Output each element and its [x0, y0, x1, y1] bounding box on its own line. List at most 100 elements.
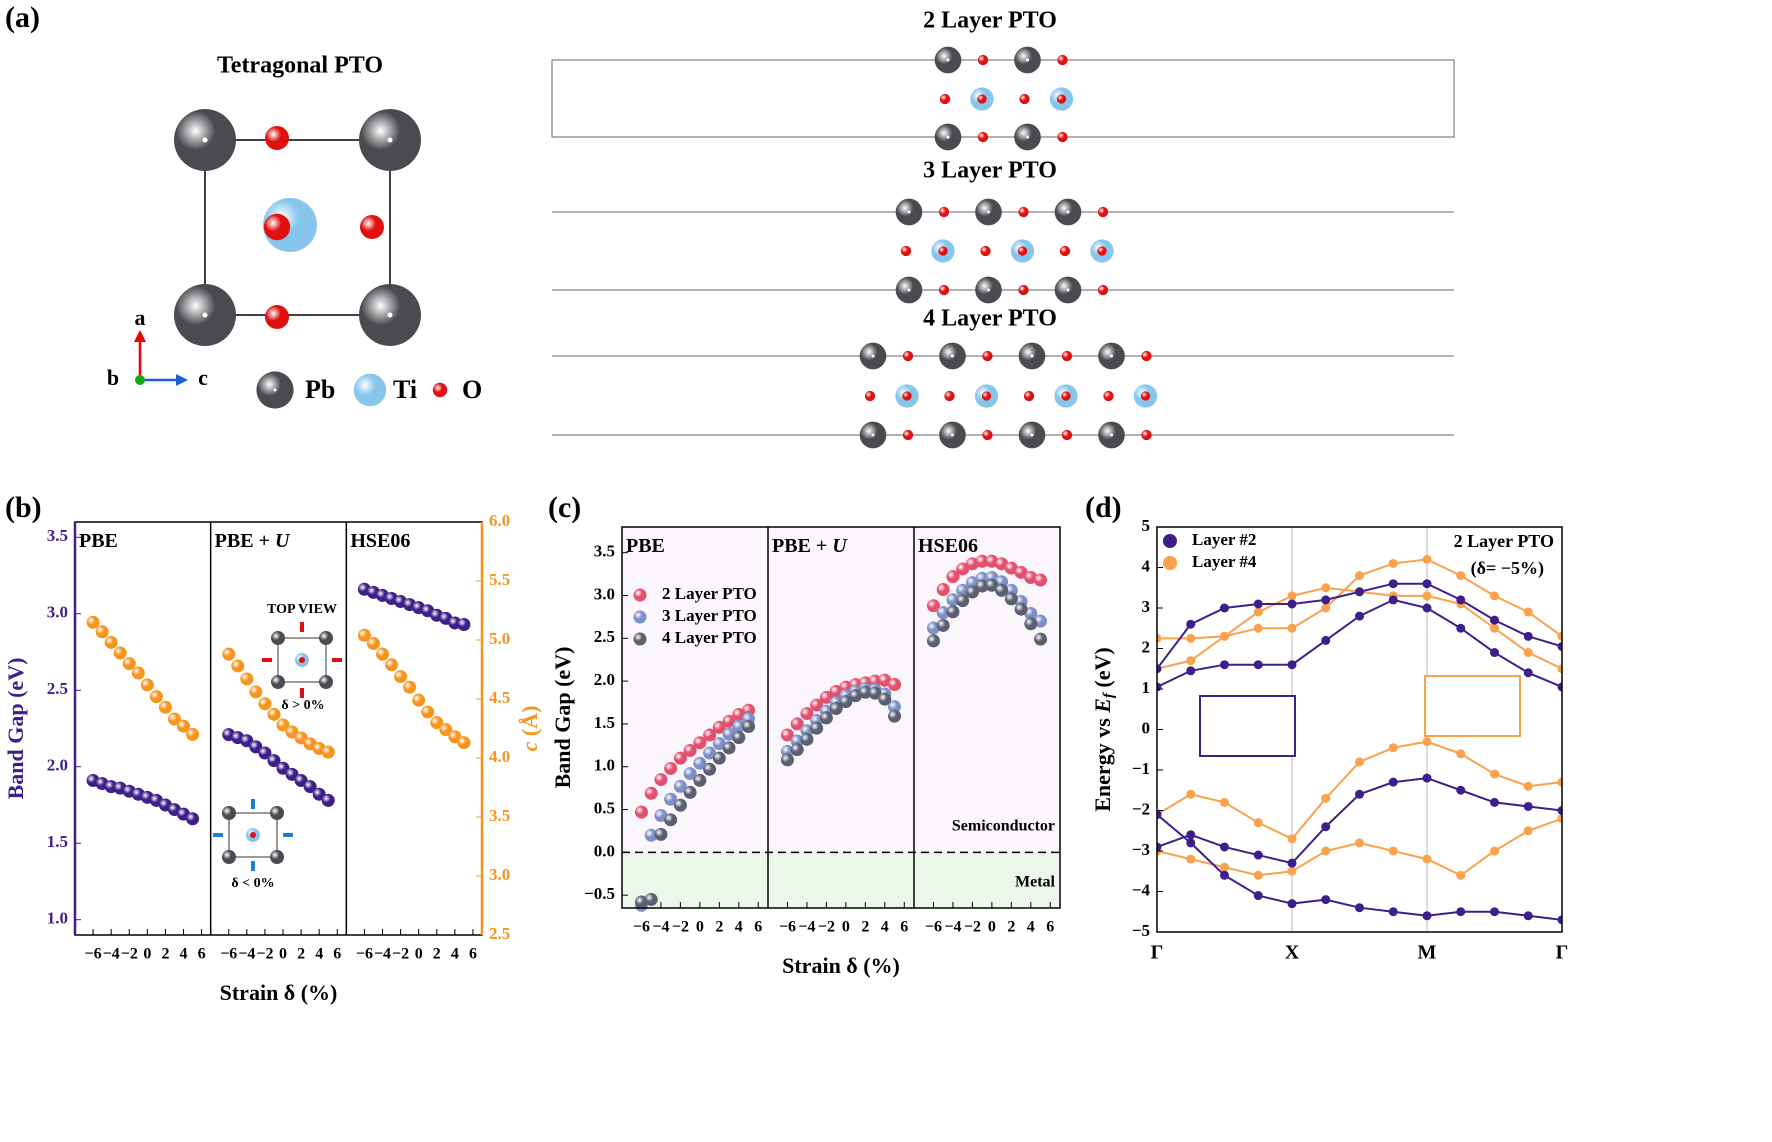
data-point: [703, 762, 717, 776]
band-point: [1321, 603, 1331, 613]
atom-o: [1103, 390, 1114, 402]
y-axis-label: Energy vs Ef (eV): [1090, 647, 1117, 812]
data-point: [722, 714, 736, 728]
subplot-title-text: PBE: [79, 530, 118, 552]
data-point: [122, 657, 136, 671]
atom-o: [980, 245, 991, 257]
y-tick-label: 5: [1142, 516, 1151, 535]
y-tick-label: 2.5: [594, 627, 615, 646]
annotation: Semiconductor: [952, 818, 1055, 835]
data-point: [936, 583, 950, 597]
subplot-title-text: HSE06: [350, 530, 410, 552]
data-point: [1034, 573, 1048, 587]
data-point: [222, 647, 236, 661]
inset-atom: [271, 631, 285, 645]
x-tick-label: −2: [672, 919, 689, 936]
data-point: [810, 698, 824, 712]
data-point: [634, 895, 648, 909]
inset-box: [1199, 695, 1296, 757]
atom-ti: [353, 373, 387, 407]
x-tick-label: −6: [220, 946, 237, 963]
y-tick-label: −3: [1132, 840, 1150, 859]
x-tick-label: −6: [633, 919, 650, 936]
data-point: [732, 731, 746, 745]
band-point: [1422, 591, 1432, 601]
x-tick-label: 0: [842, 919, 850, 936]
y-tick-label: 2.5: [47, 679, 68, 698]
y-tick-label: 0: [1142, 718, 1151, 737]
atom-core: [202, 137, 208, 143]
data-point: [403, 680, 417, 694]
band-point: [1490, 615, 1499, 625]
x-tick-label: X: [1285, 942, 1300, 964]
axis-label: b: [107, 365, 119, 390]
atom-o: [1097, 206, 1109, 218]
panel-label: (b): [5, 491, 42, 524]
band-point: [1186, 666, 1196, 676]
band-point: [1253, 660, 1263, 670]
band-point: [1253, 599, 1263, 609]
band-point: [1456, 623, 1466, 633]
data-point: [394, 670, 408, 684]
legend-label: 2 Layer PTO: [662, 584, 757, 603]
y-label-sub: f: [1101, 691, 1117, 698]
atom-o: [977, 54, 989, 66]
atom-o: [265, 126, 289, 150]
x-tick-label: −2: [964, 919, 981, 936]
data-point: [1014, 565, 1028, 579]
band-point: [1456, 870, 1466, 880]
legend-label: 4 Layer PTO: [662, 628, 757, 647]
data-point: [321, 793, 335, 807]
arrow: [134, 330, 146, 342]
atom-core: [387, 137, 393, 143]
atom-o: [1018, 284, 1029, 296]
y-tick-label: −2: [1132, 799, 1150, 818]
data-point: [644, 786, 658, 800]
data-point: [878, 673, 892, 687]
x-tick-label: −2: [818, 919, 835, 936]
data-point: [86, 615, 100, 629]
data-point: [421, 705, 435, 719]
x-tick-label: Γ: [1556, 942, 1569, 964]
band-point: [1422, 911, 1432, 921]
atom-o: [864, 390, 876, 402]
band-point: [1456, 749, 1466, 759]
x-tick-label: 4: [451, 946, 459, 963]
band-point: [1321, 822, 1331, 832]
band-point: [1355, 587, 1364, 597]
legend-marker: [1163, 556, 1177, 570]
layer-title: 3 Layer PTO: [923, 158, 1057, 184]
y-label-unit: (eV): [1090, 647, 1115, 693]
axis-b: [135, 375, 145, 385]
x-tick-label: 0: [988, 919, 996, 936]
band-point: [1186, 789, 1196, 799]
data-point: [276, 718, 290, 732]
atom-o: [902, 391, 912, 401]
data-point: [1024, 571, 1038, 585]
y2-label-unit: (Å): [517, 706, 542, 742]
inset-atom: [271, 675, 285, 689]
band-point: [1186, 838, 1196, 848]
data-point: [946, 605, 960, 619]
band-point: [1220, 631, 1229, 641]
data-point: [167, 712, 181, 726]
x-tick-label: 4: [180, 946, 188, 963]
y-tick-label: 3.0: [47, 603, 68, 622]
atom-core: [907, 210, 911, 214]
band-point: [1157, 810, 1162, 820]
y-tick-label: 1: [1142, 678, 1151, 697]
y-label-text: Band Gap (eV): [3, 658, 28, 800]
atom-o: [1141, 350, 1152, 362]
y-tick-label: −1: [1132, 759, 1150, 778]
band-point: [1287, 591, 1297, 601]
data-point: [644, 828, 658, 842]
x-tick-label: 4: [881, 919, 889, 936]
atom-core: [202, 312, 208, 318]
data-point: [186, 812, 200, 826]
inset-atom: [270, 806, 284, 820]
atom-core: [987, 210, 990, 214]
x-tick-label: −4: [103, 946, 120, 963]
data-point: [131, 666, 145, 680]
data-point: [995, 557, 1009, 571]
band-point: [1253, 818, 1263, 828]
